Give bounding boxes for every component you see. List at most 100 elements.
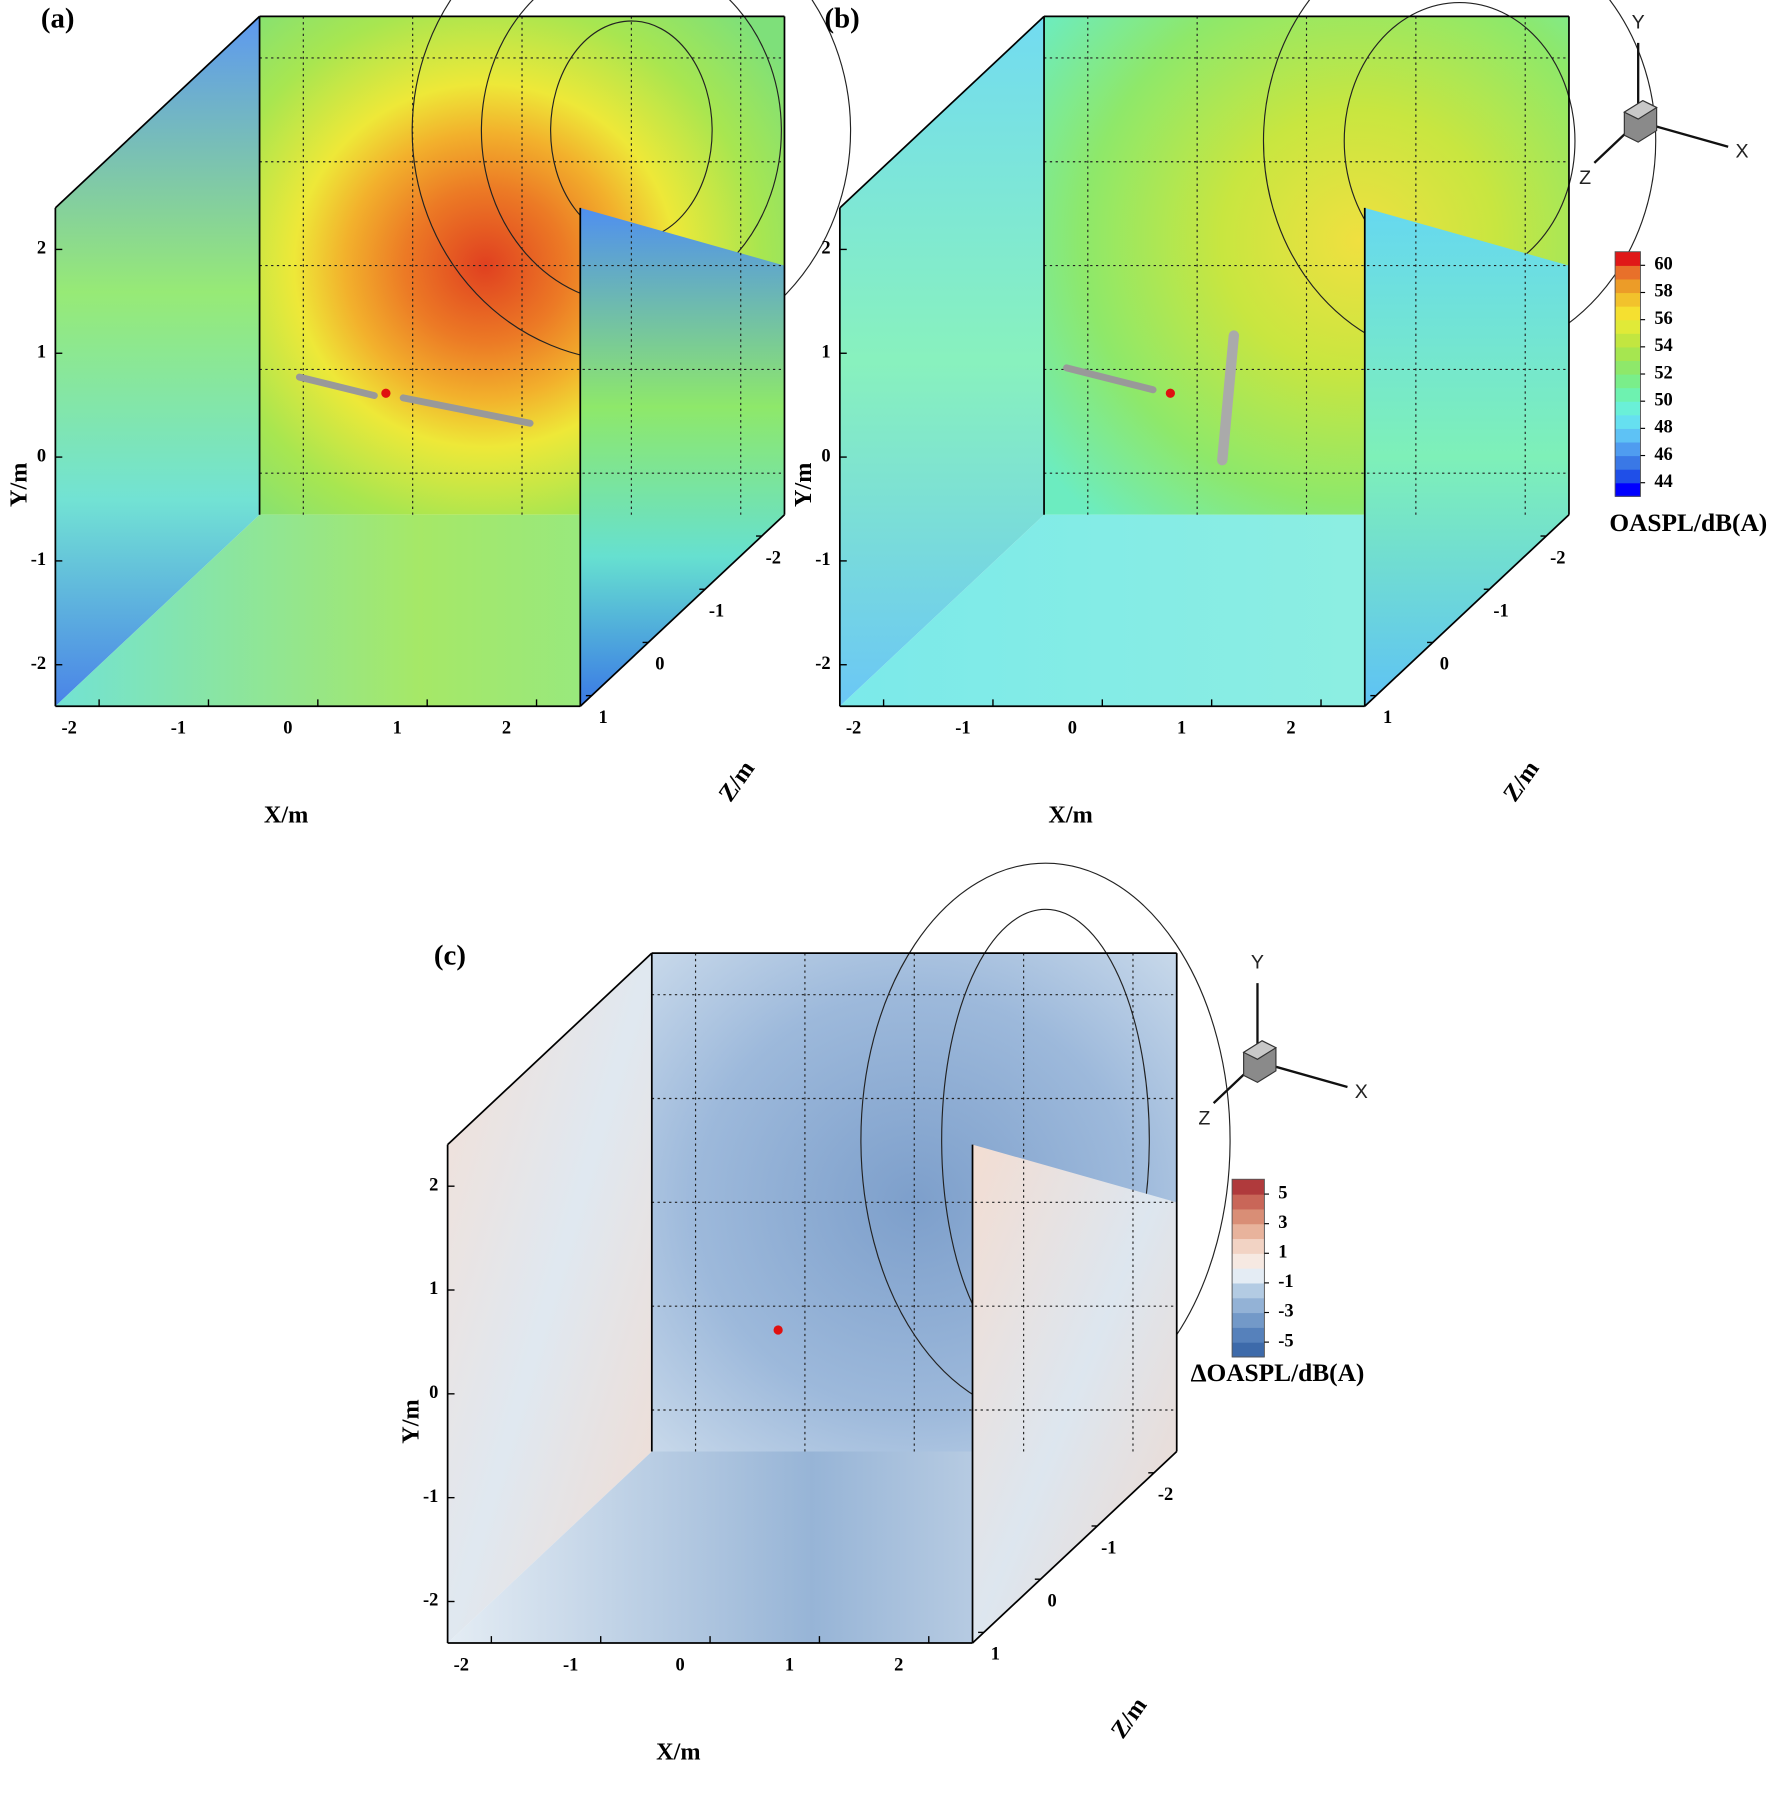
colorbar-band bbox=[1232, 1179, 1265, 1195]
propeller bbox=[295, 373, 378, 400]
propeller bbox=[1063, 364, 1157, 394]
triad-label: X bbox=[1735, 141, 1748, 163]
x-axis-title: X/m bbox=[1048, 802, 1092, 829]
y-tick-label: 0 bbox=[37, 445, 46, 465]
colorbar-band bbox=[1615, 265, 1641, 280]
x-tick-label: -2 bbox=[454, 1654, 469, 1674]
propeller bbox=[1217, 330, 1240, 466]
triad-cube bbox=[1242, 1040, 1278, 1060]
y-tick-label: 1 bbox=[429, 1278, 438, 1298]
colorbar-band bbox=[1615, 455, 1641, 470]
triad-label: X bbox=[1355, 1081, 1368, 1103]
panel-label: (b) bbox=[825, 3, 860, 35]
drone-center bbox=[381, 388, 391, 398]
box-edge bbox=[447, 952, 653, 1146]
colorbar-band bbox=[1615, 292, 1641, 307]
z-tick-label: -1 bbox=[1101, 1537, 1116, 1557]
y-tick-label: 1 bbox=[821, 341, 830, 361]
colorbar-band bbox=[1232, 1282, 1265, 1299]
colorbar-band bbox=[1615, 319, 1641, 334]
colorbar-tick-label: 3 bbox=[1278, 1212, 1287, 1232]
colorbar-band bbox=[1232, 1238, 1265, 1254]
colorbar-band bbox=[1615, 278, 1641, 294]
z-tick-label: 1 bbox=[991, 1644, 1000, 1664]
y-axis-title: Y/m bbox=[790, 463, 817, 507]
colorbar-title: ΔOASPL/dB(A) bbox=[1191, 1359, 1365, 1387]
z-tick-label: 1 bbox=[1383, 707, 1392, 727]
y-tick-label: 2 bbox=[821, 238, 830, 258]
colorbar-band bbox=[1615, 346, 1641, 362]
x-tick-label: 1 bbox=[1177, 718, 1186, 738]
colorbar-band bbox=[1232, 1342, 1265, 1358]
z-tick-label: -1 bbox=[1493, 601, 1508, 621]
colorbar-tick-label: 48 bbox=[1654, 417, 1672, 437]
x-tick-label: -2 bbox=[846, 718, 861, 738]
colorbar-band bbox=[1615, 387, 1641, 402]
colorbar-band bbox=[1615, 251, 1641, 266]
left-face bbox=[839, 16, 1045, 707]
y-tick-label: -1 bbox=[815, 549, 830, 569]
x-tick-label: 0 bbox=[283, 718, 292, 738]
right-face bbox=[580, 207, 785, 707]
colorbar-band bbox=[1615, 401, 1641, 416]
box-edge bbox=[579, 514, 786, 707]
x-tick-label: 2 bbox=[1286, 718, 1295, 738]
y-tick-label: -2 bbox=[31, 653, 46, 673]
colorbar-band bbox=[1232, 1253, 1265, 1269]
z-tick-label: -2 bbox=[1158, 1484, 1173, 1504]
left-face bbox=[55, 16, 260, 707]
triad-label: Z bbox=[1198, 1107, 1210, 1129]
x-axis-title: X/m bbox=[656, 1738, 700, 1765]
z-tick-label: 1 bbox=[599, 707, 608, 727]
colorbar-band bbox=[1232, 1327, 1265, 1343]
x-tick-label: 0 bbox=[675, 1654, 684, 1674]
x-tick-label: -1 bbox=[171, 718, 186, 738]
colorbar-tick-label: -5 bbox=[1278, 1330, 1293, 1350]
colorbar-band bbox=[1615, 306, 1641, 321]
box-edge bbox=[1364, 514, 1570, 707]
drone-center bbox=[773, 1325, 783, 1335]
x-tick-label: -1 bbox=[563, 1654, 578, 1674]
panel-label: (c) bbox=[434, 939, 466, 971]
x-tick-label: 2 bbox=[894, 1654, 903, 1674]
x-tick-label: -1 bbox=[955, 718, 970, 738]
x-axis-title: X/m bbox=[264, 802, 308, 829]
z-tick-label: 0 bbox=[1048, 1590, 1057, 1610]
triad-cube bbox=[1623, 99, 1658, 120]
colorbar-band bbox=[1615, 469, 1641, 484]
y-tick-label: 2 bbox=[429, 1174, 438, 1194]
triad-label: Y bbox=[1632, 11, 1645, 33]
x-tick-label: 2 bbox=[502, 718, 511, 738]
colorbar-band bbox=[1615, 360, 1641, 375]
colorbar-band bbox=[1232, 1208, 1265, 1225]
right-face bbox=[972, 1144, 1177, 1644]
colorbar-band bbox=[1615, 428, 1641, 443]
colorbar-tick-label: 60 bbox=[1654, 254, 1672, 274]
y-tick-label: 0 bbox=[429, 1382, 438, 1402]
x-tick-label: -2 bbox=[61, 718, 76, 738]
x-tick-label: 0 bbox=[1068, 718, 1077, 738]
colorbar-tick-label: 50 bbox=[1654, 389, 1672, 409]
x-tick-label: 1 bbox=[785, 1654, 794, 1674]
colorbar-tick-label: -3 bbox=[1278, 1301, 1293, 1321]
drone-center bbox=[1165, 388, 1175, 398]
colorbar-title: OASPL/dB(A) bbox=[1609, 509, 1767, 537]
panel-label: (a) bbox=[41, 3, 75, 35]
y-tick-label: 2 bbox=[37, 238, 46, 258]
colorbar-frame bbox=[1231, 1178, 1265, 1358]
colorbar-band bbox=[1615, 374, 1641, 389]
colorbar-tick-label: 46 bbox=[1654, 444, 1672, 464]
triad-label: Z bbox=[1579, 167, 1591, 189]
box-edge bbox=[971, 1450, 1178, 1644]
z-tick-label: -2 bbox=[766, 547, 781, 567]
box-edge bbox=[839, 15, 1045, 209]
y-tick-label: 0 bbox=[821, 445, 830, 465]
box-edge bbox=[54, 15, 261, 209]
triad-label: Y bbox=[1251, 952, 1264, 974]
colorbar-tick-label: 58 bbox=[1654, 281, 1672, 301]
propeller bbox=[399, 394, 534, 427]
colorbar-band bbox=[1232, 1312, 1265, 1328]
colorbar-band bbox=[1232, 1297, 1265, 1314]
